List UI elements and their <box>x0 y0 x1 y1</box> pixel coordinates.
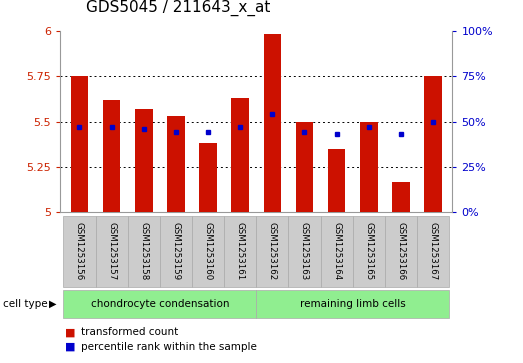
Bar <box>360 122 378 212</box>
Bar <box>424 76 442 212</box>
Text: GSM1253156: GSM1253156 <box>75 222 84 280</box>
Bar <box>256 216 288 287</box>
Text: GSM1253164: GSM1253164 <box>332 222 341 280</box>
Bar <box>63 290 256 318</box>
Bar <box>231 98 249 212</box>
Bar <box>295 122 313 212</box>
Bar <box>417 216 449 287</box>
Text: GSM1253161: GSM1253161 <box>236 222 245 280</box>
Bar <box>392 182 410 212</box>
Text: GSM1253162: GSM1253162 <box>268 222 277 280</box>
Text: ▶: ▶ <box>49 299 56 309</box>
Text: ■: ■ <box>65 327 76 337</box>
Bar <box>128 216 160 287</box>
Text: GSM1253159: GSM1253159 <box>172 222 180 280</box>
Bar <box>192 216 224 287</box>
Text: GSM1253160: GSM1253160 <box>203 222 212 280</box>
Bar <box>199 143 217 212</box>
Bar <box>71 76 88 212</box>
Text: percentile rank within the sample: percentile rank within the sample <box>81 342 257 352</box>
Text: GSM1253166: GSM1253166 <box>396 222 405 280</box>
Text: GDS5045 / 211643_x_at: GDS5045 / 211643_x_at <box>86 0 271 16</box>
Bar <box>353 216 385 287</box>
Bar <box>264 34 281 212</box>
Bar <box>96 216 128 287</box>
Text: GSM1253167: GSM1253167 <box>429 222 438 280</box>
Bar <box>256 290 449 318</box>
Bar <box>385 216 417 287</box>
Bar <box>328 149 346 212</box>
Bar <box>224 216 256 287</box>
Text: GSM1253158: GSM1253158 <box>139 222 148 280</box>
Bar <box>288 216 321 287</box>
Text: chondrocyte condensation: chondrocyte condensation <box>90 299 229 309</box>
Bar <box>321 216 353 287</box>
Bar <box>135 109 153 212</box>
Text: transformed count: transformed count <box>81 327 178 337</box>
Text: remaining limb cells: remaining limb cells <box>300 299 406 309</box>
Text: ■: ■ <box>65 342 76 352</box>
Bar <box>160 216 192 287</box>
Bar <box>103 100 120 212</box>
Text: GSM1253165: GSM1253165 <box>365 222 373 280</box>
Bar <box>63 216 96 287</box>
Bar <box>167 116 185 212</box>
Text: GSM1253163: GSM1253163 <box>300 222 309 280</box>
Text: GSM1253157: GSM1253157 <box>107 222 116 280</box>
Text: cell type: cell type <box>3 299 47 309</box>
